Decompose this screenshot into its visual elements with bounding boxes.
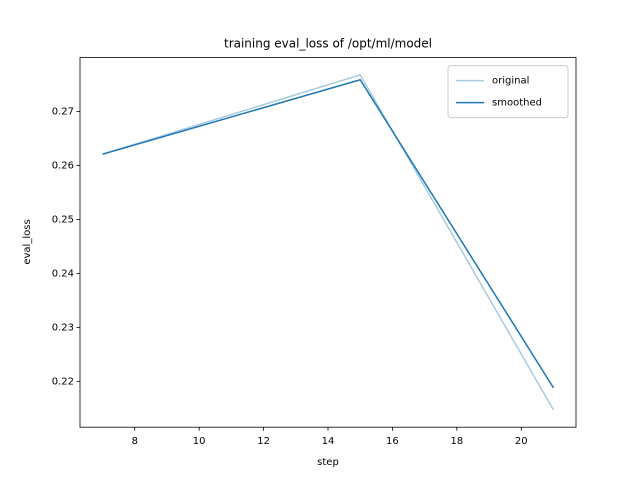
legend-label: original [492, 76, 529, 87]
y-tick-label: 0.25 [52, 214, 74, 225]
x-tick-label: 20 [515, 436, 528, 447]
y-tick-label: 0.26 [52, 161, 74, 172]
legend-box [447, 65, 569, 119]
series-line [102, 73, 555, 411]
series-line [102, 78, 555, 389]
y-axis-label: eval_loss [22, 219, 33, 264]
x-tick-label: 8 [132, 436, 138, 447]
legend-label: smoothed [492, 98, 542, 109]
y-tick-label: 0.22 [52, 376, 74, 387]
x-tick-label: 16 [386, 436, 399, 447]
x-tick-label: 12 [257, 436, 270, 447]
x-tick-label: 18 [450, 436, 463, 447]
x-tick-label: 10 [193, 436, 206, 447]
y-tick-label: 0.24 [52, 268, 74, 279]
chart-title: training eval_loss of /opt/ml/model [224, 37, 432, 51]
axes-frame [79, 57, 577, 428]
x-axis-label: step [317, 457, 339, 468]
y-tick-label: 0.23 [52, 322, 74, 333]
y-tick-label: 0.27 [52, 107, 74, 118]
x-tick-label: 14 [322, 436, 335, 447]
